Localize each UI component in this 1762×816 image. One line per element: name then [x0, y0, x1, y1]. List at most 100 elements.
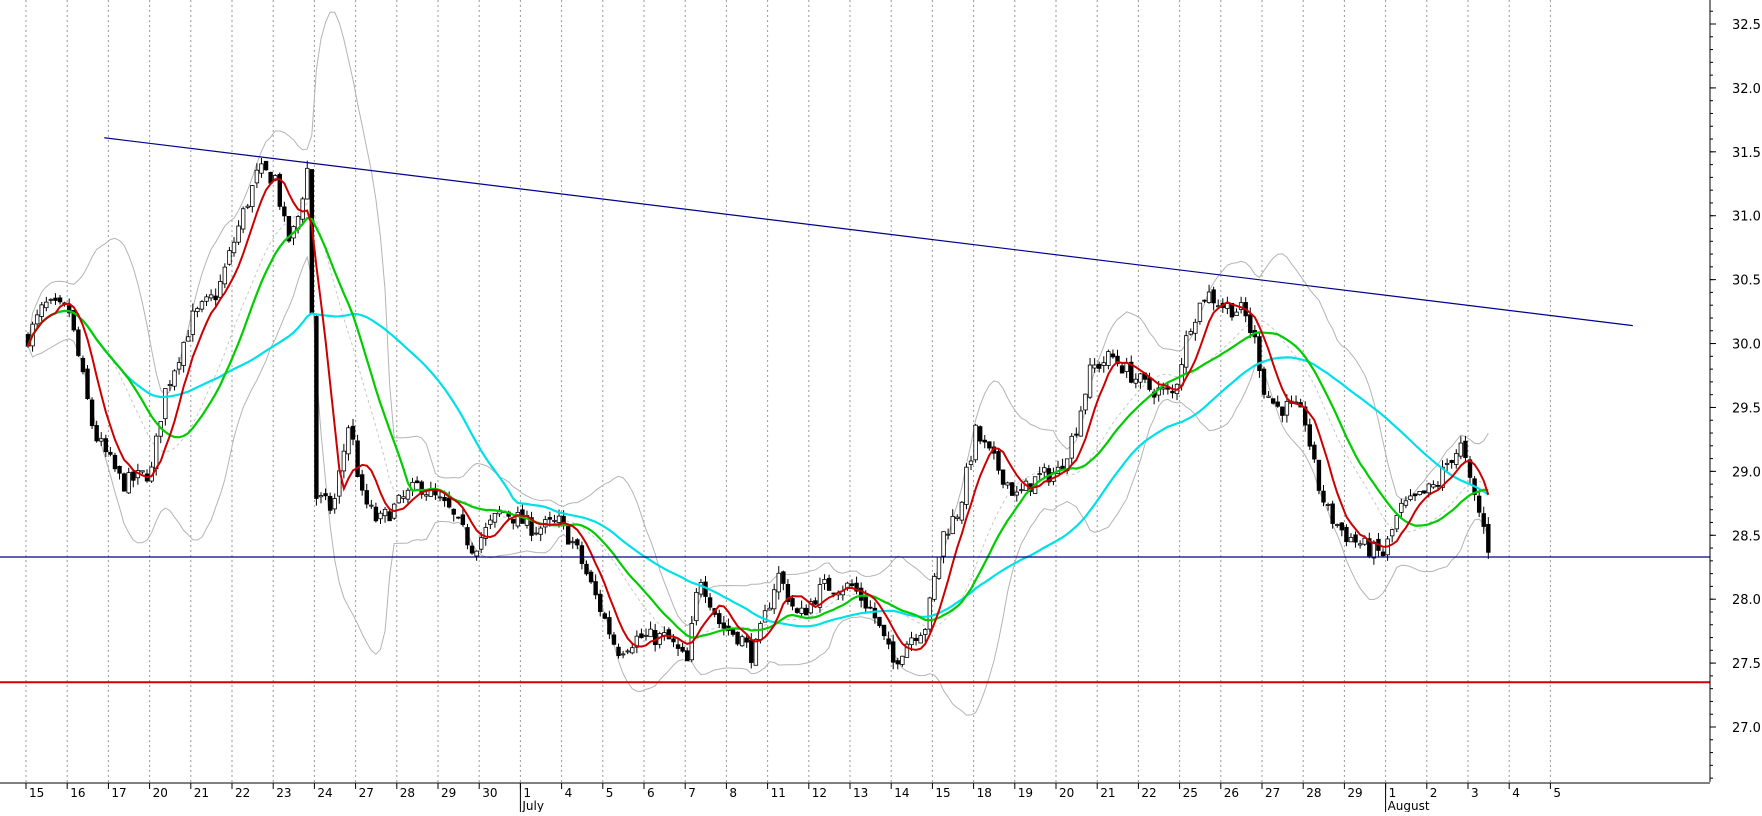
candle-body: [1042, 467, 1047, 473]
candle-body: [588, 571, 594, 583]
candle-body: [1321, 490, 1326, 503]
candle-body: [1087, 364, 1093, 398]
candle-body: [103, 438, 109, 453]
candle-body: [382, 508, 388, 517]
x-tick-label: 7: [688, 786, 696, 800]
candle-body: [913, 637, 919, 641]
candle-body: [460, 514, 466, 525]
candle-body: [222, 266, 228, 285]
candle-body: [932, 576, 937, 600]
plot-layer: [0, 11, 1710, 716]
x-tick-label: 8: [729, 786, 737, 800]
candles-group: [25, 158, 1491, 670]
x-tick-label: 5: [1553, 786, 1561, 800]
candle-body: [1325, 504, 1331, 506]
x-tick-label: 15: [935, 786, 950, 800]
candle-body: [263, 160, 269, 171]
candle-body: [680, 646, 685, 652]
candle-body: [378, 512, 383, 520]
candle-body: [85, 368, 90, 399]
candle-body: [739, 636, 745, 647]
candle-body: [121, 473, 127, 492]
candle-body: [1266, 395, 1271, 398]
candle-body: [959, 501, 965, 521]
x-tick-label: 13: [853, 786, 868, 800]
y-tick-label: 28.5: [1732, 529, 1761, 544]
candle-body: [39, 304, 44, 317]
y-tick-label: 29.0: [1732, 465, 1761, 480]
x-tick-label: 12: [812, 786, 827, 800]
candle-body: [1206, 291, 1212, 303]
candle-body: [799, 607, 804, 614]
candle-body: [1344, 526, 1349, 543]
candle-body: [858, 587, 864, 601]
candle-body: [456, 516, 461, 519]
x-tick-label: 28: [400, 786, 415, 800]
candle-body: [735, 631, 740, 645]
x-tick-label: 29: [1347, 786, 1362, 800]
candle-body: [707, 597, 713, 608]
trendline: [104, 137, 1633, 327]
short-ma-line: [27, 178, 1490, 651]
candle-body: [533, 532, 539, 535]
candle-body: [872, 607, 878, 619]
candle-body: [1129, 361, 1134, 383]
candle-body: [900, 655, 905, 665]
grid-layer: [25, 0, 1551, 782]
candle-body: [89, 399, 95, 427]
candle-body: [442, 497, 447, 502]
candle-body: [1426, 483, 1431, 494]
candle-body: [1463, 440, 1468, 458]
candle-body: [950, 516, 955, 535]
candle-body: [794, 608, 800, 613]
candle-body: [227, 250, 232, 265]
candle-body: [584, 563, 589, 575]
candle-body: [1078, 410, 1084, 437]
y-tick-label: 29.5: [1732, 401, 1761, 416]
candle-body: [1449, 460, 1454, 463]
candle-body: [717, 613, 722, 625]
candle-body: [936, 556, 942, 579]
candle-body: [652, 629, 658, 646]
candle-body: [1211, 289, 1216, 304]
candle-body: [446, 497, 452, 508]
candle-body: [53, 297, 58, 301]
x-tick-label: 27: [359, 786, 374, 800]
candle-body: [891, 641, 896, 663]
candle-body: [753, 638, 759, 666]
long-ma-line: [26, 309, 1489, 628]
candle-body: [213, 295, 218, 301]
candle-body: [1330, 503, 1335, 524]
candle-body: [826, 577, 832, 591]
candle-body: [611, 634, 617, 645]
bollinger-upper-line: [27, 11, 1489, 627]
x-tick-label: 23: [276, 786, 291, 800]
candle-body: [607, 617, 612, 635]
x-tick-label: 18: [977, 786, 992, 800]
candle-body: [927, 597, 933, 630]
candle-body: [76, 329, 81, 356]
y-tick-label: 27.5: [1732, 657, 1761, 672]
x-tick-label: 15: [29, 786, 44, 800]
candle-body: [671, 638, 676, 643]
candle-body: [186, 336, 191, 342]
candle-body: [117, 465, 122, 474]
candle-body: [172, 370, 177, 387]
candle-body: [208, 294, 214, 299]
candle-body: [176, 362, 182, 370]
candle-body: [231, 241, 237, 254]
x-tick-label: 22: [235, 786, 250, 800]
candle-body: [1353, 534, 1358, 543]
y-tick-label: 30.0: [1732, 338, 1761, 353]
candle-body: [758, 623, 763, 640]
candle-body: [854, 582, 859, 592]
candle-body: [1481, 513, 1486, 527]
candle-body: [1454, 453, 1459, 465]
candle-body: [153, 435, 159, 470]
candle-body: [1202, 299, 1207, 302]
candle-body: [1367, 538, 1372, 557]
candle-body: [863, 596, 868, 609]
y-tick-label: 31.5: [1732, 146, 1761, 161]
candle-body: [941, 531, 946, 557]
